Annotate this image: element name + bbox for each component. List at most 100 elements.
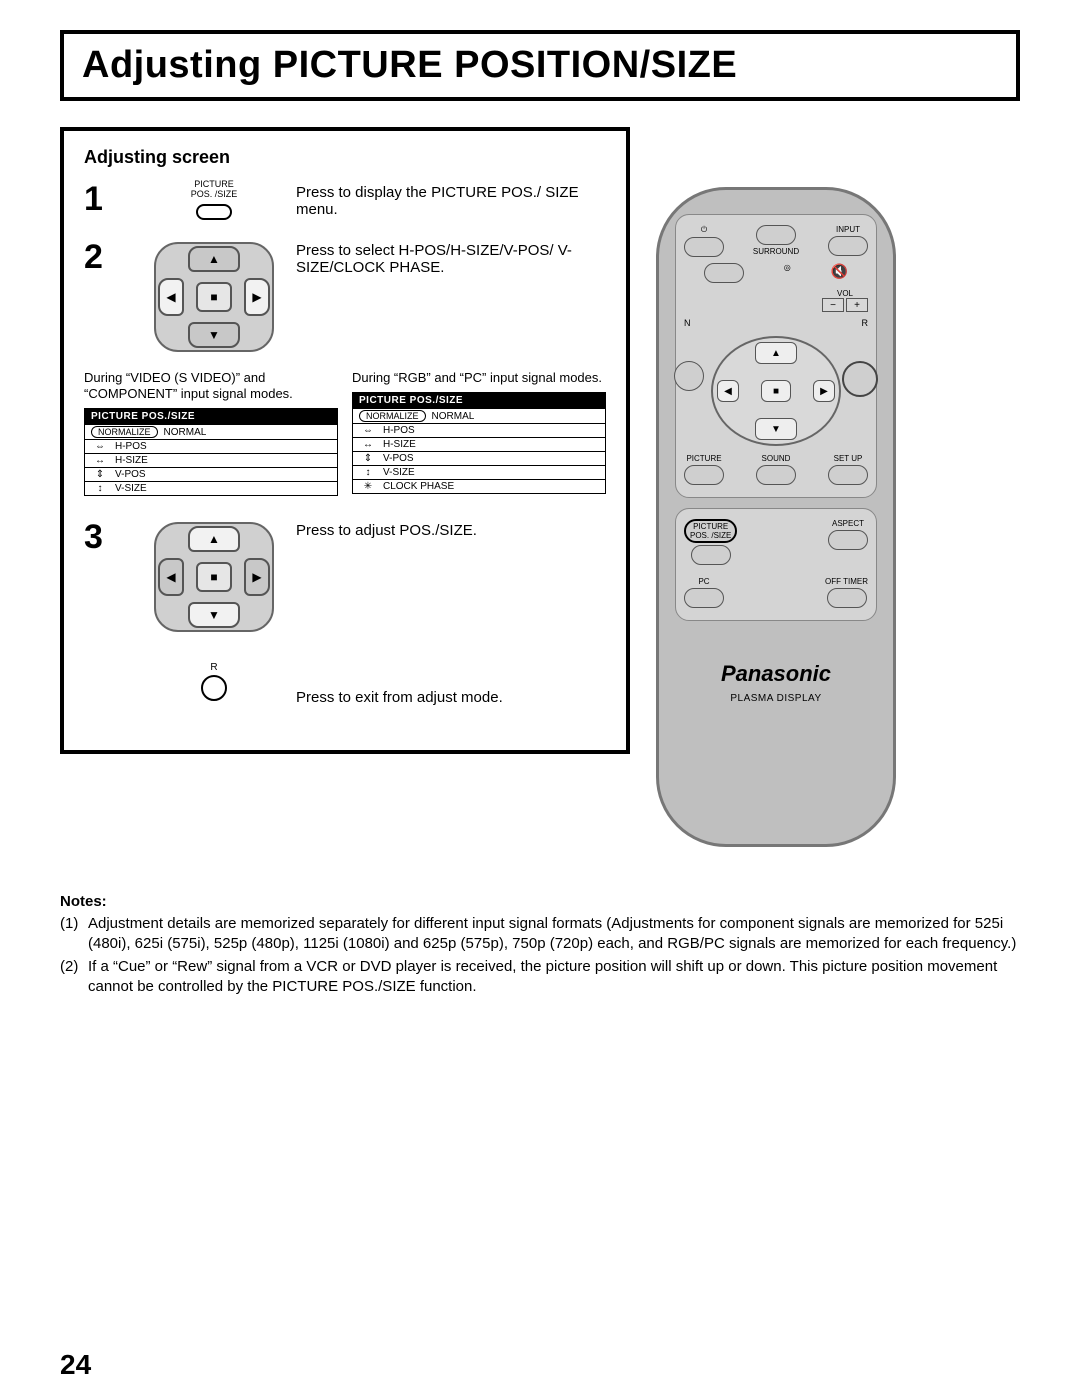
volume-rocker[interactable]: − + xyxy=(822,298,868,312)
row-vsize-r: V-SIZE xyxy=(383,467,415,478)
dpad-right-icon[interactable]: ▶ xyxy=(244,278,270,316)
remote-dpad: ▲ ▼ ◀ ▶ ■ xyxy=(711,336,841,446)
picture-pos-size-highlight[interactable]: PICTURE POS. /SIZE xyxy=(684,519,737,543)
step-2: 2 ▲ ▼ ◀ ▶ ■ Press to select H-POS/H-SIZE… xyxy=(84,238,606,352)
r-button[interactable]: R xyxy=(197,662,231,701)
input-label: INPUT xyxy=(836,225,860,234)
sound-label: SOUND xyxy=(762,454,791,463)
step-3-exit: Press to exit from adjust mode. xyxy=(296,689,606,706)
aspect-up-button[interactable] xyxy=(704,263,744,283)
clockphase-icon: ✳ xyxy=(359,481,377,492)
picture-label: PICTURE xyxy=(686,454,721,463)
note-2: If a “Cue” or “Rew” signal from a VCR or… xyxy=(88,957,1020,998)
dpad-left-icon[interactable]: ◀ xyxy=(158,278,184,316)
step-3-desc: Press to adjust POS./SIZE. xyxy=(296,522,606,539)
remote-dpad-right[interactable]: ▶ xyxy=(813,380,835,402)
dpad2-up-icon[interactable]: ▲ xyxy=(188,526,240,552)
pc-label: PC xyxy=(698,577,709,586)
note-num-1: (1) xyxy=(60,914,88,955)
vol-label: VOL xyxy=(822,289,868,298)
step-2-num: 2 xyxy=(84,238,144,277)
step-2-desc: Press to select H-POS/H-SIZE/V-POS/ V-SI… xyxy=(296,238,606,352)
notes-section: Notes: (1)Adjustment details are memoriz… xyxy=(60,893,1020,997)
vsize-icon: ↕ xyxy=(91,483,109,494)
vol-plus[interactable]: + xyxy=(846,298,868,312)
surround-label: SURROUND xyxy=(753,247,799,256)
input-button[interactable] xyxy=(828,236,868,256)
hpos-icon: ⇔ xyxy=(91,441,109,452)
row-hsize-r: H-SIZE xyxy=(383,439,416,450)
notes-header: Notes: xyxy=(60,893,1020,910)
row-clockphase: CLOCK PHASE xyxy=(383,481,454,492)
tbl-left-caption: During “VIDEO (S VIDEO)” and “COMPONENT”… xyxy=(84,370,338,403)
dpad-down-icon[interactable]: ▼ xyxy=(188,322,240,348)
remote-dpad-center[interactable]: ■ xyxy=(761,380,791,402)
picture-button[interactable] xyxy=(684,465,724,485)
remote-dpad-down[interactable]: ▼ xyxy=(755,418,797,440)
oval-button-icon xyxy=(196,204,232,220)
row-hpos: H-POS xyxy=(115,441,147,452)
n-button[interactable] xyxy=(674,361,704,391)
setup-label: SET UP xyxy=(834,454,863,463)
step-1-num: 1 xyxy=(84,180,144,219)
dpad-up-down: ▲ ▼ ◀ ▶ ■ xyxy=(154,522,274,632)
r-label-remote: R xyxy=(862,318,869,328)
r-label: R xyxy=(197,662,231,673)
normal-label: NORMAL xyxy=(164,427,207,438)
osd-right-title: PICTURE POS./SIZE xyxy=(353,393,605,408)
row-vpos: V-POS xyxy=(115,469,146,480)
main-row: Adjusting screen 1 PICTURE POS. /SIZE Pr… xyxy=(60,127,1020,847)
aspect-label: ASPECT xyxy=(832,519,864,528)
row-vpos-r: V-POS xyxy=(383,453,414,464)
n-label: N xyxy=(684,318,691,328)
hsize-icon-r: ↔ xyxy=(359,439,377,450)
remote-dpad-left[interactable]: ◀ xyxy=(717,380,739,402)
title-frame: Adjusting PICTURE POSITION/SIZE xyxy=(60,30,1020,101)
step-1: 1 PICTURE POS. /SIZE Press to display th… xyxy=(84,180,606,220)
mute-icon: 🔇 xyxy=(831,263,848,280)
picpos-button[interactable] xyxy=(691,545,731,565)
surround-icon: ◎ xyxy=(784,263,791,272)
normal-label-r: NORMAL xyxy=(432,411,475,422)
aspect-button[interactable] xyxy=(828,530,868,550)
dpad-center-icon[interactable]: ■ xyxy=(196,282,232,312)
power-icon: ⏻ xyxy=(701,225,707,235)
power-button[interactable] xyxy=(684,237,724,257)
note-1: Adjustment details are memorized separat… xyxy=(88,914,1020,955)
normalize-oval: NORMALIZE xyxy=(91,426,158,438)
hpos-icon-r: ⇔ xyxy=(359,425,377,436)
step-3: 3 ▲ ▼ ◀ ▶ ■ R xyxy=(84,518,606,706)
r-button-remote[interactable] xyxy=(842,361,878,397)
subtitle: Adjusting screen xyxy=(84,147,606,168)
osd-table-left: PICTURE POS./SIZE NORMALIZENORMAL ⇔H-POS… xyxy=(84,408,338,496)
pc-button[interactable] xyxy=(684,588,724,608)
page-title: Adjusting PICTURE POSITION/SIZE xyxy=(82,44,998,87)
hsize-icon: ↔ xyxy=(91,455,109,466)
middle-top-button[interactable] xyxy=(756,225,796,245)
remote-control: ⏻ SURROUND INPUT ◎ 🔇 VOL − + N R ▲ xyxy=(656,187,896,847)
dpad2-right-icon[interactable]: ▶ xyxy=(244,558,270,596)
row-hpos-r: H-POS xyxy=(383,425,415,436)
dpad2-left-icon[interactable]: ◀ xyxy=(158,558,184,596)
remote-dpad-up[interactable]: ▲ xyxy=(755,342,797,364)
tbl-right-caption: During “RGB” and “PC” input signal modes… xyxy=(352,370,606,386)
normalize-oval-r: NORMALIZE xyxy=(359,410,426,422)
vol-minus[interactable]: − xyxy=(822,298,844,312)
step-1-desc: Press to display the PICTURE POS./ SIZE … xyxy=(296,180,606,220)
dpad-up-icon[interactable]: ▲ xyxy=(188,246,240,272)
dpad2-down-icon[interactable]: ▼ xyxy=(188,602,240,628)
picture-pos-size-button[interactable]: PICTURE POS. /SIZE xyxy=(189,180,239,220)
osd-tables-row: During “VIDEO (S VIDEO)” and “COMPONENT”… xyxy=(84,370,606,497)
setup-button[interactable] xyxy=(828,465,868,485)
brand-logo: Panasonic xyxy=(721,661,831,687)
model-label: PLASMA DISPLAY xyxy=(730,693,821,704)
vpos-icon-r: ⇕ xyxy=(359,453,377,464)
row-vsize: V-SIZE xyxy=(115,483,147,494)
offtimer-button[interactable] xyxy=(827,588,867,608)
sound-button[interactable] xyxy=(756,465,796,485)
btn-label-line2: POS. /SIZE xyxy=(189,190,239,200)
osd-table-right: PICTURE POS./SIZE NORMALIZE NORMAL ⇔ H-POS… xyxy=(352,392,606,494)
dpad2-center-icon[interactable]: ■ xyxy=(196,562,232,592)
page-number: 24 xyxy=(60,1349,91,1381)
step-3-num: 3 xyxy=(84,518,144,557)
